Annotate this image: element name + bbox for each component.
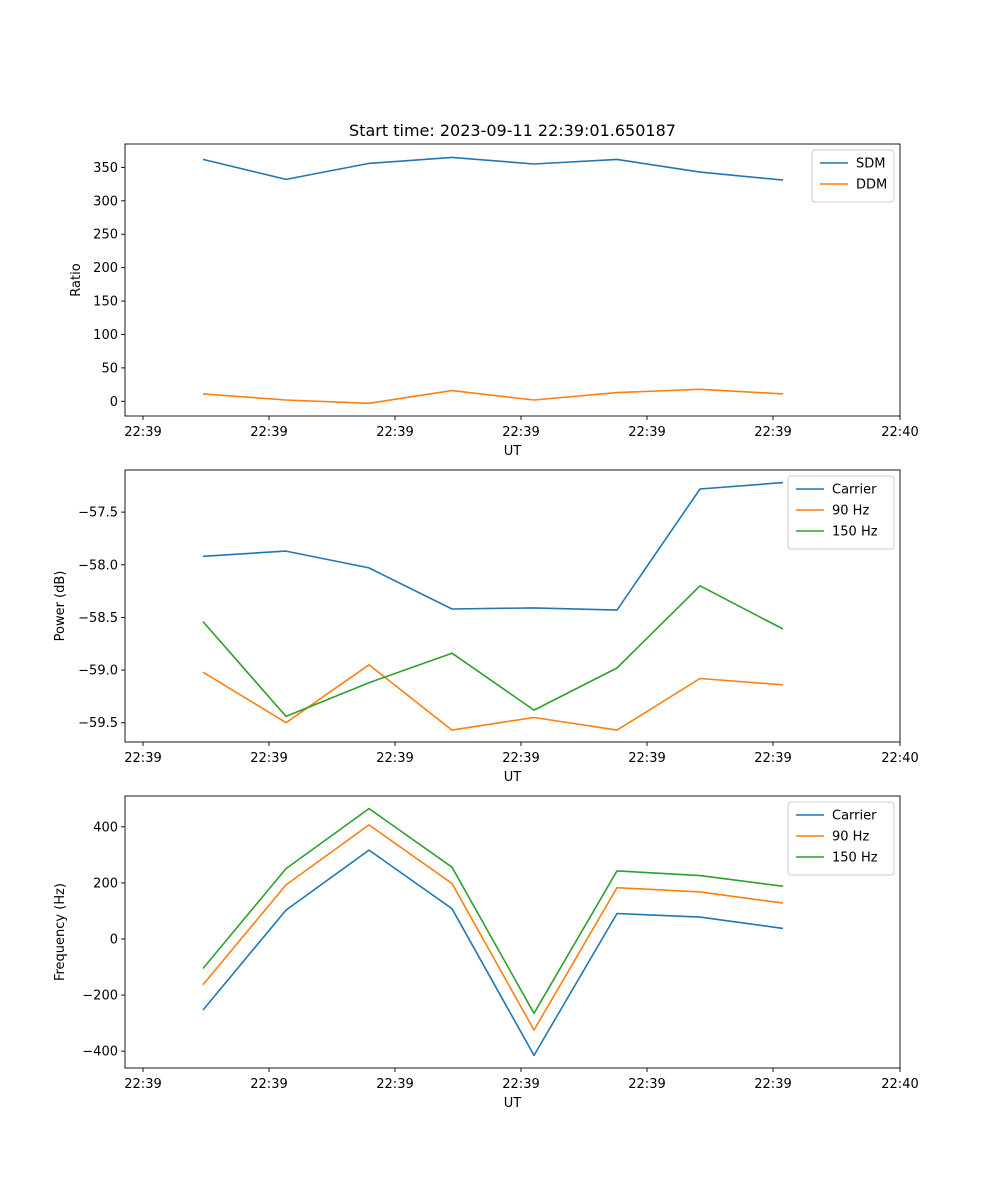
y-tick-label: −59.0 bbox=[78, 664, 118, 679]
series-line-90-hz bbox=[202, 663, 784, 731]
x-tick-label: 22:40 bbox=[881, 425, 918, 440]
x-tick-label: 22:39 bbox=[502, 751, 539, 766]
legend: Carrier 90 Hz 150 Hz bbox=[787, 801, 895, 876]
series-line-150-hz bbox=[202, 807, 784, 1015]
x-tick-label: 22:39 bbox=[250, 1077, 287, 1092]
x-tick-label: 22:39 bbox=[502, 425, 539, 440]
y-tick-label: 250 bbox=[93, 228, 118, 243]
axes-frame bbox=[124, 143, 901, 417]
x-tick-label: 22:39 bbox=[376, 1077, 413, 1092]
y-axis-label: Power (dB) bbox=[53, 571, 68, 642]
x-tick-label: 22:39 bbox=[124, 1077, 161, 1092]
y-tick-label: 200 bbox=[93, 876, 118, 891]
x-tick-label: 22:39 bbox=[754, 1077, 791, 1092]
x-tick-label: 22:39 bbox=[376, 425, 413, 440]
legend-label: DDM bbox=[856, 178, 887, 193]
x-tick-label: 22:39 bbox=[628, 1077, 665, 1092]
x-axis-label: UT bbox=[504, 444, 522, 459]
y-tick-label: −200 bbox=[82, 989, 118, 1004]
y-tick-label: 200 bbox=[93, 261, 118, 276]
y-tick-label: 50 bbox=[101, 361, 118, 376]
x-tick-label: 22:39 bbox=[754, 425, 791, 440]
axes-frame bbox=[124, 795, 901, 1069]
y-tick-label: 100 bbox=[93, 328, 118, 343]
legend: Carrier 90 Hz 150 Hz bbox=[787, 475, 895, 550]
y-tick-label: −57.5 bbox=[78, 506, 118, 521]
x-tick-label: 22:39 bbox=[250, 751, 287, 766]
series-line-90-hz bbox=[202, 824, 784, 1031]
subplot-2: 22:39 22:39 22:39 22:39 22:39 22:39 22:40 −59.5… bbox=[53, 469, 919, 785]
x-axis-label: UT bbox=[504, 770, 522, 785]
series-line-ddm bbox=[202, 388, 784, 405]
y-tick-label: −400 bbox=[82, 1045, 118, 1060]
subplot-1: 22:39 22:39 22:39 22:39 22:39 22:39 22:40 0 50 10… bbox=[69, 143, 919, 459]
legend-label: 90 Hz bbox=[832, 830, 869, 845]
legend: SDM DDM bbox=[811, 149, 895, 203]
y-axis-label: Frequency (Hz) bbox=[53, 883, 68, 981]
y-axis-label: Ratio bbox=[69, 263, 84, 296]
y-tick-label: 300 bbox=[93, 194, 118, 209]
series-line-150-hz bbox=[202, 584, 784, 718]
x-tick-label: 22:39 bbox=[628, 425, 665, 440]
x-tick-label: 22:39 bbox=[628, 751, 665, 766]
y-tick-label: 350 bbox=[93, 161, 118, 176]
legend-label: Carrier bbox=[832, 483, 877, 498]
series-line-carrier bbox=[202, 849, 784, 1057]
x-tick-label: 22:39 bbox=[502, 1077, 539, 1092]
y-tick-label: 0 bbox=[110, 933, 118, 948]
x-axis-label: UT bbox=[504, 1096, 522, 1111]
figure-title: Start time: 2023-09-11 22:39:01.650187 bbox=[349, 121, 676, 140]
x-tick-label: 22:39 bbox=[376, 751, 413, 766]
series-line-sdm bbox=[202, 156, 784, 181]
legend-label: 150 Hz bbox=[832, 851, 878, 866]
legend-label: SDM bbox=[856, 157, 885, 172]
x-tick-label: 22:39 bbox=[754, 751, 791, 766]
y-tick-label: 0 bbox=[110, 395, 118, 410]
y-tick-label: −58.0 bbox=[78, 558, 118, 573]
legend-label: Carrier bbox=[832, 809, 877, 824]
legend-label: 150 Hz bbox=[832, 525, 878, 540]
x-tick-label: 22:39 bbox=[124, 751, 161, 766]
axes-frame bbox=[124, 469, 901, 743]
subplot-3: 22:39 22:39 22:39 22:39 22:39 22:39 22:40 −400 −… bbox=[53, 795, 919, 1111]
series-line-carrier bbox=[202, 481, 784, 611]
x-tick-label: 22:40 bbox=[881, 751, 918, 766]
y-tick-label: 400 bbox=[93, 820, 118, 835]
x-tick-label: 22:39 bbox=[250, 425, 287, 440]
x-tick-label: 22:39 bbox=[124, 425, 161, 440]
y-tick-label: −59.5 bbox=[78, 716, 118, 731]
y-tick-label: −58.5 bbox=[78, 611, 118, 626]
y-tick-label: 150 bbox=[93, 295, 118, 310]
x-tick-label: 22:40 bbox=[881, 1077, 918, 1092]
legend-label: 90 Hz bbox=[832, 504, 869, 519]
